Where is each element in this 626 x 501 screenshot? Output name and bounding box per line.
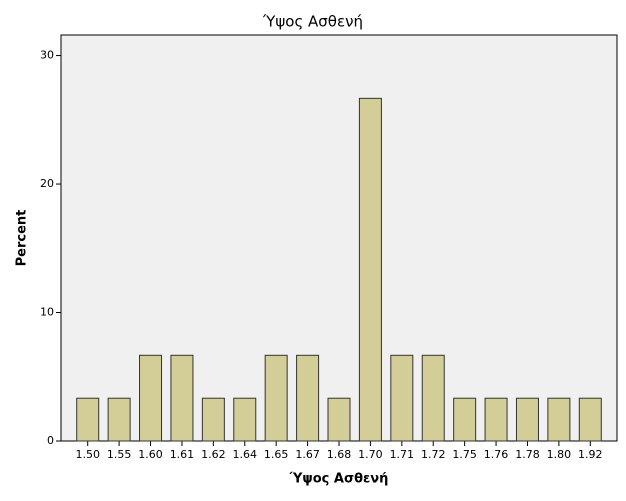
x-tick-label: 1.78 (515, 448, 540, 461)
bar (453, 397, 477, 442)
bar (421, 354, 445, 442)
bar (76, 397, 100, 442)
x-tick-label: 1.64 (233, 448, 258, 461)
x-tick-label: 1.55 (107, 448, 132, 461)
y-axis-label: Percent (15, 210, 30, 267)
x-tick-label: 1.68 (327, 448, 352, 461)
x-tick-label: 1.62 (201, 448, 226, 461)
bar (139, 354, 163, 442)
x-axis-label: Ύψος Ασθενή (289, 472, 389, 487)
bar (547, 397, 571, 442)
y-tick-label: 0 (47, 434, 54, 447)
x-tick-label: 1.92 (578, 448, 603, 461)
y-tick-label: 10 (40, 306, 54, 319)
bar (515, 397, 539, 442)
bar (327, 397, 351, 442)
bar (233, 397, 257, 442)
x-tick-label: 1.76 (484, 448, 509, 461)
x-tick-label: 1.61 (170, 448, 195, 461)
x-tick-label: 1.60 (138, 448, 163, 461)
bar (358, 97, 382, 442)
x-tick-label: 1.65 (264, 448, 289, 461)
bar (484, 397, 508, 442)
bar (201, 397, 225, 442)
bar (264, 354, 288, 442)
x-tick-label: 1.75 (452, 448, 477, 461)
x-tick-label: 1.80 (547, 448, 572, 461)
x-tick-label: 1.70 (358, 448, 383, 461)
chart-title: Ύψος Ασθενή (262, 13, 363, 31)
bar (296, 354, 320, 442)
bar (170, 354, 194, 442)
bar (390, 354, 414, 442)
y-tick-label: 30 (40, 49, 54, 62)
x-tick-label: 1.72 (421, 448, 446, 461)
x-tick-label: 1.67 (295, 448, 320, 461)
x-tick-label: 1.50 (75, 448, 100, 461)
y-tick-label: 20 (40, 177, 54, 190)
bar (578, 397, 602, 442)
x-tick-label: 1.71 (390, 448, 415, 461)
bar (107, 397, 131, 442)
